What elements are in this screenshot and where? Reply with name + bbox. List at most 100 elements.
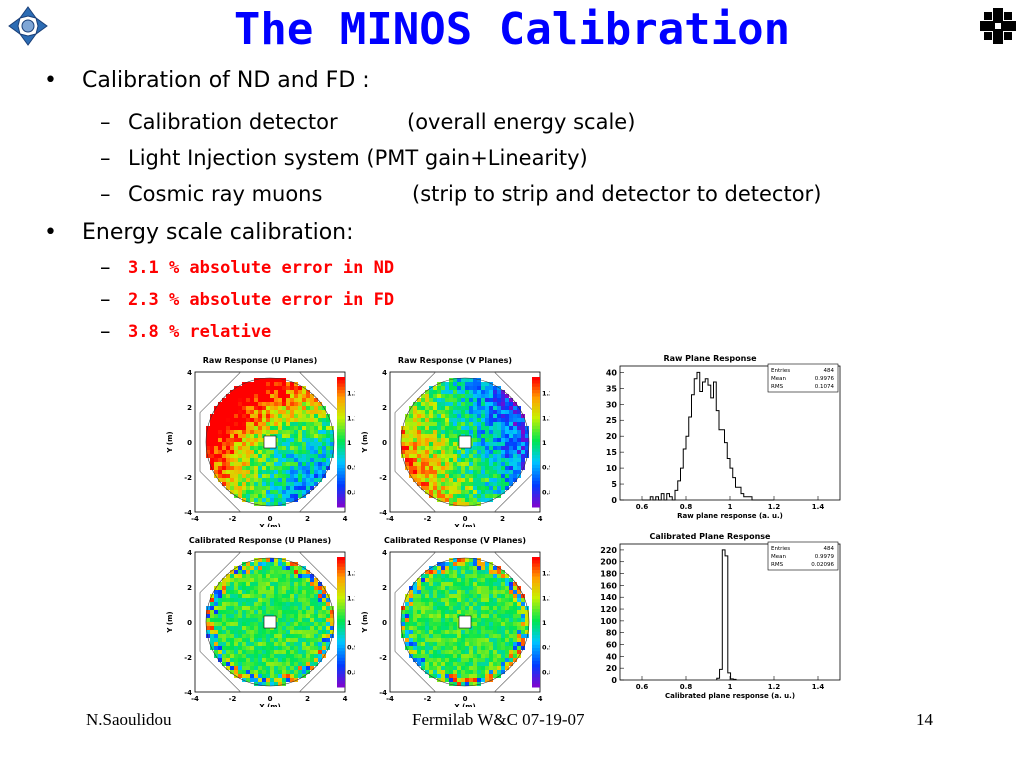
colorbar-tick: 0.8 bbox=[347, 668, 355, 676]
map-y-label: Y (m) bbox=[166, 431, 174, 453]
dash-marker: – bbox=[100, 319, 111, 343]
map-x-tick: 4 bbox=[343, 515, 348, 523]
error-fd: 2.3 % absolute error in FD bbox=[128, 290, 395, 310]
map-y-label: Y (m) bbox=[361, 431, 369, 453]
map-y-tick: 2 bbox=[382, 404, 387, 412]
map-y-tick: -2 bbox=[379, 474, 387, 482]
colorbar bbox=[337, 557, 345, 688]
histogram-y-tick: 80 bbox=[606, 629, 618, 638]
map-y-tick: -2 bbox=[379, 654, 387, 662]
map-y-tick: 4 bbox=[382, 549, 387, 557]
response-map-grid: Raw Response (U Planes) -4 -4 -2 -2 0 0 2 2 4 4 X (… bbox=[160, 352, 554, 711]
histogram-y-tick: 20 bbox=[606, 664, 618, 673]
histogram-y-tick: 100 bbox=[600, 617, 617, 626]
histogram-series bbox=[716, 549, 737, 680]
colorbar-tick: 1 bbox=[542, 619, 547, 627]
colorbar-tick: 1.2 bbox=[347, 390, 355, 398]
map-plot-area bbox=[194, 551, 346, 693]
colorbar-tick: 1.1 bbox=[542, 594, 550, 602]
histogram-x-tick: 1 bbox=[728, 503, 733, 511]
stats-box bbox=[767, 541, 839, 571]
map-y-tick: 4 bbox=[187, 369, 192, 377]
colorbar bbox=[532, 557, 540, 688]
bullet-energy-scale: Energy scale calibration: bbox=[82, 220, 354, 245]
map-x-tick: -4 bbox=[386, 695, 394, 703]
colorbar-tick: 0.8 bbox=[347, 488, 355, 496]
histogram-title: Calibrated Plane Response bbox=[650, 532, 772, 541]
map-y-tick: -4 bbox=[379, 689, 387, 697]
map-title: Calibrated Response (V Planes) bbox=[384, 536, 526, 545]
map-x-tick: -2 bbox=[229, 515, 237, 523]
map-plot-area bbox=[389, 551, 541, 693]
map-y-tick: 4 bbox=[187, 549, 192, 557]
map-x-tick: -4 bbox=[386, 515, 394, 523]
map-x-label: X (m) bbox=[454, 523, 476, 527]
map-y-tick: -4 bbox=[184, 509, 192, 517]
histogram-calibrated: Calibrated Plane Response 0 20 40 60 80 100 120… bbox=[588, 530, 850, 708]
map-x-tick: 4 bbox=[343, 695, 348, 703]
map-x-tick: 0 bbox=[268, 515, 273, 523]
histogram-y-tick: 220 bbox=[600, 546, 617, 555]
map-x-tick: 4 bbox=[538, 695, 543, 703]
histogram-x-label: Raw plane response (a. u.) bbox=[677, 512, 783, 520]
sub-cosmic-muons: Cosmic ray muons bbox=[128, 182, 323, 206]
sub-light-injection: Light Injection system (PMT gain+Lineari… bbox=[128, 146, 588, 170]
response-map-panel: Calibrated Response (U Planes) -4 -4 -2 -2 0 0… bbox=[160, 532, 359, 711]
histogram-y-tick: 200 bbox=[600, 558, 617, 567]
histogram-x-tick: 1 bbox=[728, 683, 733, 691]
colorbar-tick: 0.9 bbox=[347, 464, 355, 472]
colorbar-tick: 1.2 bbox=[542, 390, 550, 398]
histogram-title: Raw Plane Response bbox=[663, 354, 757, 363]
map-y-tick: 2 bbox=[382, 584, 387, 592]
map-y-label: Y (m) bbox=[166, 611, 174, 633]
dash-marker: – bbox=[100, 255, 111, 279]
histogram-x-tick: 1.4 bbox=[812, 683, 825, 691]
map-y-tick: 2 bbox=[187, 584, 192, 592]
map-y-tick: 0 bbox=[382, 619, 387, 627]
footer-author: N.Saoulidou bbox=[86, 710, 172, 729]
page-number: 14 bbox=[916, 710, 933, 729]
histogram-x-tick: 1.4 bbox=[812, 503, 825, 511]
stats-value: 0.9979 bbox=[815, 554, 835, 560]
fermilab-logo bbox=[978, 6, 1018, 46]
sub-cosmic-muons-note: (strip to strip and detector to detector… bbox=[412, 182, 822, 206]
response-map-panel: Raw Response (V Planes) -4 -4 -2 -2 0 0 2 2 4 4 X (… bbox=[355, 352, 554, 531]
dash-marker: – bbox=[100, 287, 111, 311]
response-map-panel: Raw Response (U Planes) -4 -4 -2 -2 0 0 2 2 4 4 X (… bbox=[160, 352, 359, 531]
stats-value: 0.9976 bbox=[815, 376, 835, 382]
dash-marker: – bbox=[100, 146, 111, 170]
colorbar bbox=[532, 377, 540, 508]
histogram-y-tick: 180 bbox=[600, 570, 617, 579]
map-x-tick: 2 bbox=[500, 515, 505, 523]
colorbar bbox=[337, 377, 345, 508]
map-plot-area bbox=[389, 371, 541, 513]
histogram-raw: Raw Plane Response 0 5 10 15 20 25 30 35 40 0.6 0.8… bbox=[588, 352, 850, 528]
colorbar-tick: 1.1 bbox=[347, 594, 355, 602]
stats-box bbox=[767, 363, 839, 393]
colorbar-tick: 1 bbox=[542, 439, 547, 447]
sub-calibration-detector: Calibration detector bbox=[128, 110, 338, 134]
map-title: Raw Response (U Planes) bbox=[203, 356, 317, 365]
histogram-x-label: Calibrated plane response (a. u.) bbox=[665, 692, 795, 700]
sub-calibration-detector-note: (overall energy scale) bbox=[407, 110, 636, 134]
histogram-x-tick: 0.6 bbox=[636, 683, 649, 691]
histogram-y-tick: 25 bbox=[606, 416, 618, 425]
histogram-x-tick: 0.8 bbox=[680, 503, 693, 511]
map-x-tick: 0 bbox=[268, 695, 273, 703]
map-title: Raw Response (V Planes) bbox=[398, 356, 512, 365]
histogram-y-tick: 140 bbox=[600, 593, 617, 602]
histogram-y-tick: 10 bbox=[606, 464, 618, 473]
histogram-y-tick: 60 bbox=[606, 641, 618, 650]
dash-marker: – bbox=[100, 110, 111, 134]
map-x-tick: -4 bbox=[191, 695, 199, 703]
histogram-x-tick: 1.2 bbox=[768, 683, 781, 691]
stats-key: Mean bbox=[771, 554, 786, 560]
map-x-tick: -2 bbox=[424, 695, 432, 703]
map-x-tick: -2 bbox=[424, 515, 432, 523]
histogram-x-tick: 0.6 bbox=[636, 503, 649, 511]
map-x-tick: 0 bbox=[463, 515, 468, 523]
histogram-y-tick: 120 bbox=[600, 605, 617, 614]
stats-value: 0.1074 bbox=[815, 384, 835, 390]
colorbar-tick: 0.9 bbox=[347, 644, 355, 652]
colorbar-tick: 0.9 bbox=[542, 644, 550, 652]
